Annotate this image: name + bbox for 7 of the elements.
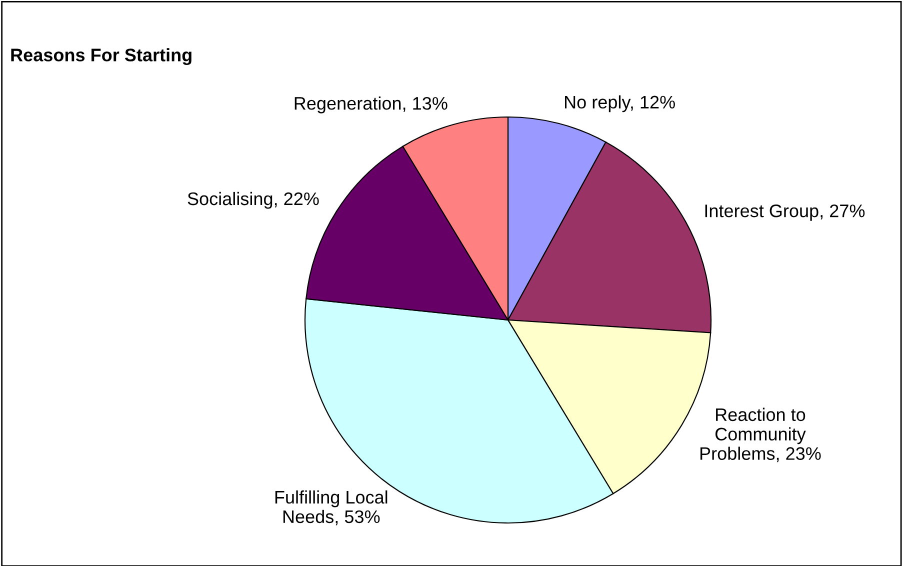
chart-title: Reasons For Starting (11, 48, 192, 66)
slice-label: No reply, 12% (565, 95, 675, 112)
slice-label: Regeneration, 13% (294, 96, 448, 114)
slice-label: Reaction to Community Problems, 23% (700, 408, 821, 462)
slice-label: Interest Group, 27% (705, 204, 865, 221)
slice-label: Fulfilling Local Needs, 53% (275, 490, 388, 526)
slice-label: Socialising, 22% (188, 192, 319, 209)
